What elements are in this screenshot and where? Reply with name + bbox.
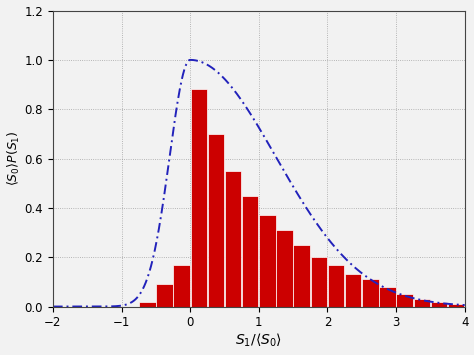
Bar — [362, 279, 379, 307]
Bar — [276, 230, 293, 307]
Bar — [156, 284, 173, 307]
Bar — [259, 215, 275, 307]
Bar — [310, 257, 327, 307]
Bar — [139, 302, 155, 307]
Bar — [242, 196, 258, 307]
Bar — [208, 134, 224, 307]
X-axis label: $S_1/\langle S_0\rangle$: $S_1/\langle S_0\rangle$ — [235, 332, 283, 349]
Bar — [173, 264, 190, 307]
Bar — [293, 245, 310, 307]
Bar — [396, 294, 413, 307]
Y-axis label: $\langle S_0\rangle P(S_1)$: $\langle S_0\rangle P(S_1)$ — [6, 131, 22, 186]
Bar — [431, 302, 447, 307]
Bar — [379, 287, 396, 307]
Bar — [191, 89, 207, 307]
Bar — [448, 304, 465, 307]
Bar — [345, 274, 361, 307]
Bar — [225, 171, 241, 307]
Bar — [413, 299, 430, 307]
Bar — [328, 264, 344, 307]
